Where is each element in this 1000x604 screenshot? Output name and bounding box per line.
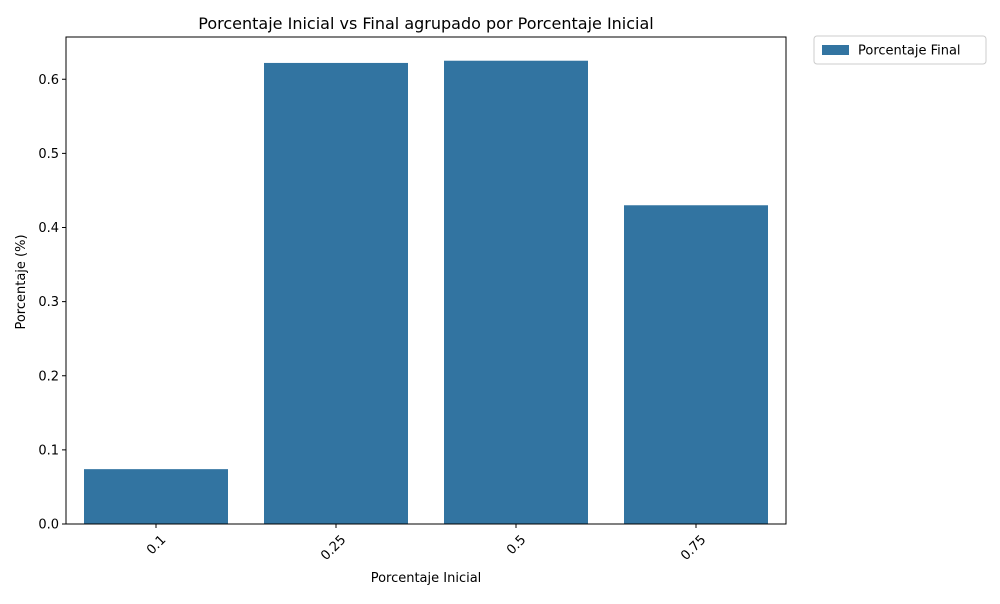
legend-box	[813, 35, 987, 65]
y-tick-label-0.0: 0.0	[38, 518, 59, 533]
x-tick-label-0.25: 0.25	[318, 533, 349, 564]
bar-0.1	[84, 469, 228, 524]
y-tick-label-0.1: 0.1	[38, 443, 59, 458]
bar-0.75	[624, 205, 768, 524]
bar-0.25	[264, 62, 408, 524]
y-tick-label-0.5: 0.5	[38, 147, 59, 162]
y-axis-label: Porcentaje (%)	[14, 234, 29, 329]
chart-title: Porcentaje Inicial vs Final agrupado por…	[198, 14, 653, 33]
legend-swatch	[822, 45, 849, 55]
legend-label: Porcentaje Final	[858, 44, 961, 59]
legend: Porcentaje Final	[813, 35, 987, 65]
y-tick-label-0.2: 0.2	[38, 369, 59, 384]
y-tick-label-0.3: 0.3	[38, 295, 59, 310]
bar-0.5	[444, 60, 588, 524]
plot-area: 0.0 0.1 0.2 0.3 0.4 0.5 0.6 0.1 0.25 0.5 0.75	[38, 36, 787, 564]
y-tick-label-0.6: 0.6	[38, 73, 59, 88]
plot-frame	[65, 36, 787, 525]
x-tick-label-0.1: 0.1	[144, 533, 169, 558]
x-axis-label: Porcentaje Inicial	[371, 571, 482, 586]
y-tick-label-0.4: 0.4	[38, 221, 59, 236]
x-tick-label-0.75: 0.75	[678, 533, 709, 564]
x-tick-label-0.5: 0.5	[504, 533, 529, 558]
